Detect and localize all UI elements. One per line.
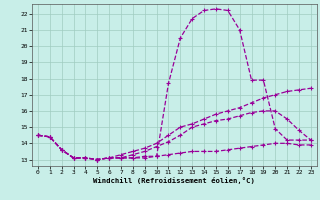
X-axis label: Windchill (Refroidissement éolien,°C): Windchill (Refroidissement éolien,°C) [93, 177, 255, 184]
